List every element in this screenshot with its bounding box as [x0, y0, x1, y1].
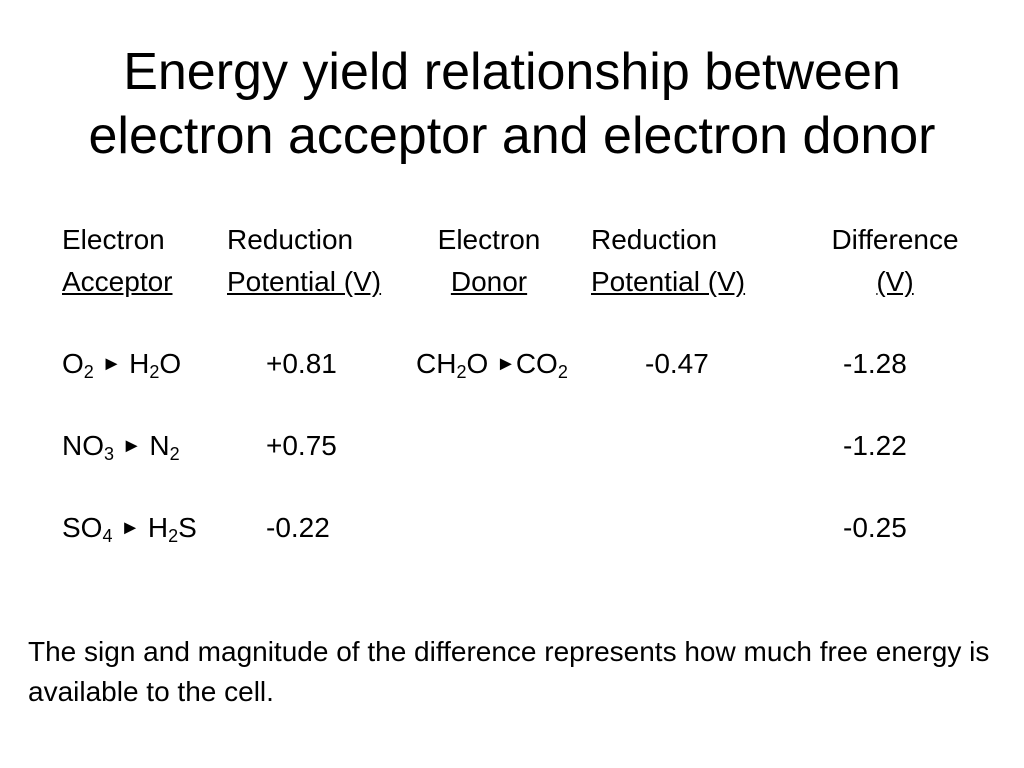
- header-electron-donor: Electron Donor: [427, 224, 551, 298]
- row-3-acceptor-potential: -0.22: [266, 512, 330, 543]
- header-donor-line1: Electron: [437, 224, 541, 255]
- slide-title: Energy yield relationship between electr…: [0, 40, 1024, 168]
- header-donor-line2: Donor: [450, 266, 528, 297]
- arrow-icon: ►: [101, 353, 122, 375]
- arrow-icon: ►: [121, 435, 142, 457]
- row-3-difference: -0.25: [843, 512, 907, 543]
- header-acceptor-line2: Acceptor: [62, 266, 173, 297]
- header-difference-line2: (V): [876, 266, 914, 297]
- row-1-donor-potential: -0.47: [645, 348, 709, 379]
- header-donor-potential: Reduction Potential (V): [591, 224, 745, 298]
- header-difference-line1: Difference: [831, 224, 959, 255]
- row-1-donor-reaction: CH2O ►CO2: [416, 348, 568, 382]
- header-acceptor-potential-line1: Reduction: [227, 224, 354, 255]
- header-acceptor-line1: Electron: [62, 224, 165, 255]
- row-2-acceptor-reaction: NO3 ► N2: [62, 430, 180, 464]
- header-donor-potential-line2: Potential (V): [591, 266, 746, 297]
- title-line-1: Energy yield relationship between: [123, 43, 901, 101]
- row-1-acceptor-potential: +0.81: [266, 348, 337, 379]
- row-1-acceptor-reaction: O2 ► H2O: [62, 348, 182, 382]
- header-acceptor-potential: Reduction Potential (V): [227, 224, 381, 298]
- row-3-acceptor-reaction: SO4 ► H2S: [62, 512, 197, 546]
- footer-note: The sign and magnitude of the difference…: [28, 636, 990, 707]
- arrow-icon: ►: [120, 517, 141, 539]
- header-donor-potential-line1: Reduction: [591, 224, 718, 255]
- header-acceptor-potential-line2: Potential (V): [227, 266, 382, 297]
- arrow-icon: ►: [496, 353, 516, 375]
- row-1-difference: -1.28: [843, 348, 907, 379]
- row-2-difference: -1.22: [843, 430, 907, 461]
- title-line-2: electron acceptor and electron donor: [88, 107, 936, 165]
- header-electron-acceptor: Electron Acceptor: [62, 224, 173, 298]
- header-difference: Difference (V): [818, 224, 972, 298]
- row-2-acceptor-potential: +0.75: [266, 430, 337, 461]
